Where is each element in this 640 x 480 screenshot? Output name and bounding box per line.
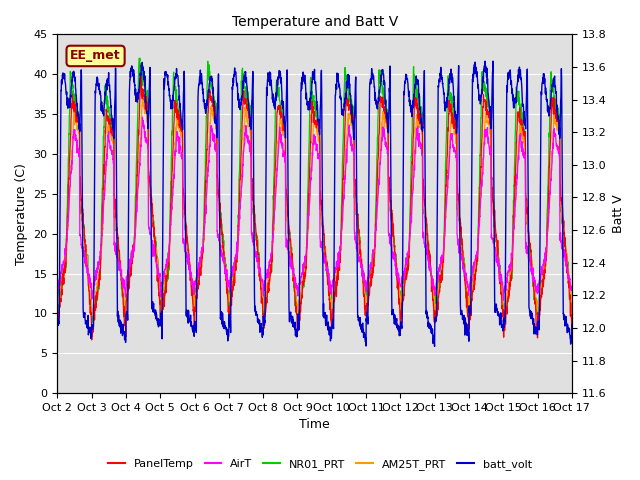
PanelTemp bbox=[537, 293, 545, 299]
AM25T_PRT bbox=[341, 169, 349, 175]
batt_volt bbox=[431, 344, 438, 349]
PanelTemp bbox=[330, 310, 337, 315]
PanelTemp bbox=[523, 197, 531, 203]
Y-axis label: Temperature (C): Temperature (C) bbox=[15, 163, 28, 264]
Legend: PanelTemp, AirT, NR01_PRT, AM25T_PRT, batt_volt: PanelTemp, AirT, NR01_PRT, AM25T_PRT, ba… bbox=[104, 455, 536, 474]
NR01_PRT bbox=[198, 254, 205, 260]
NR01_PRT bbox=[465, 303, 472, 309]
PanelTemp bbox=[568, 325, 576, 331]
PanelTemp bbox=[54, 313, 61, 319]
NR01_PRT bbox=[54, 306, 61, 312]
AM25T_PRT bbox=[330, 283, 337, 288]
batt_volt bbox=[340, 100, 348, 106]
AirT bbox=[568, 284, 576, 290]
AM25T_PRT bbox=[568, 307, 576, 313]
AirT bbox=[340, 180, 348, 185]
AM25T_PRT bbox=[122, 315, 130, 321]
Line: NR01_PRT: NR01_PRT bbox=[58, 58, 572, 324]
Line: AM25T_PRT: AM25T_PRT bbox=[58, 93, 572, 318]
batt_volt bbox=[329, 324, 337, 329]
AM25T_PRT bbox=[523, 212, 531, 217]
Line: PanelTemp: PanelTemp bbox=[58, 74, 572, 340]
AirT bbox=[54, 284, 61, 290]
NR01_PRT bbox=[568, 306, 576, 312]
PanelTemp bbox=[341, 131, 349, 137]
PanelTemp bbox=[137, 71, 145, 77]
NR01_PRT bbox=[136, 55, 143, 61]
AirT bbox=[537, 272, 545, 278]
Line: batt_volt: batt_volt bbox=[58, 61, 572, 347]
PanelTemp bbox=[88, 337, 95, 343]
Title: Temperature and Batt V: Temperature and Batt V bbox=[232, 15, 397, 29]
Text: EE_met: EE_met bbox=[70, 49, 121, 62]
X-axis label: Time: Time bbox=[300, 419, 330, 432]
AM25T_PRT bbox=[198, 265, 205, 271]
NR01_PRT bbox=[330, 294, 337, 300]
AM25T_PRT bbox=[465, 297, 472, 302]
Y-axis label: Batt V: Batt V bbox=[612, 194, 625, 233]
AM25T_PRT bbox=[537, 287, 545, 292]
AirT bbox=[139, 114, 147, 120]
AM25T_PRT bbox=[54, 301, 61, 307]
Line: AirT: AirT bbox=[58, 117, 572, 300]
NR01_PRT bbox=[122, 321, 129, 326]
AirT bbox=[197, 252, 205, 258]
AirT bbox=[464, 285, 472, 290]
PanelTemp bbox=[465, 312, 472, 318]
NR01_PRT bbox=[341, 68, 349, 74]
batt_volt bbox=[568, 322, 576, 327]
PanelTemp bbox=[198, 260, 205, 265]
NR01_PRT bbox=[537, 284, 545, 290]
AM25T_PRT bbox=[139, 90, 147, 96]
batt_volt bbox=[489, 58, 497, 64]
AirT bbox=[330, 276, 337, 282]
AirT bbox=[523, 251, 531, 257]
batt_volt bbox=[523, 78, 531, 84]
AirT bbox=[500, 297, 508, 303]
NR01_PRT bbox=[523, 218, 531, 224]
batt_volt bbox=[537, 90, 545, 96]
batt_volt bbox=[464, 333, 472, 338]
batt_volt bbox=[54, 319, 61, 325]
batt_volt bbox=[197, 72, 205, 78]
